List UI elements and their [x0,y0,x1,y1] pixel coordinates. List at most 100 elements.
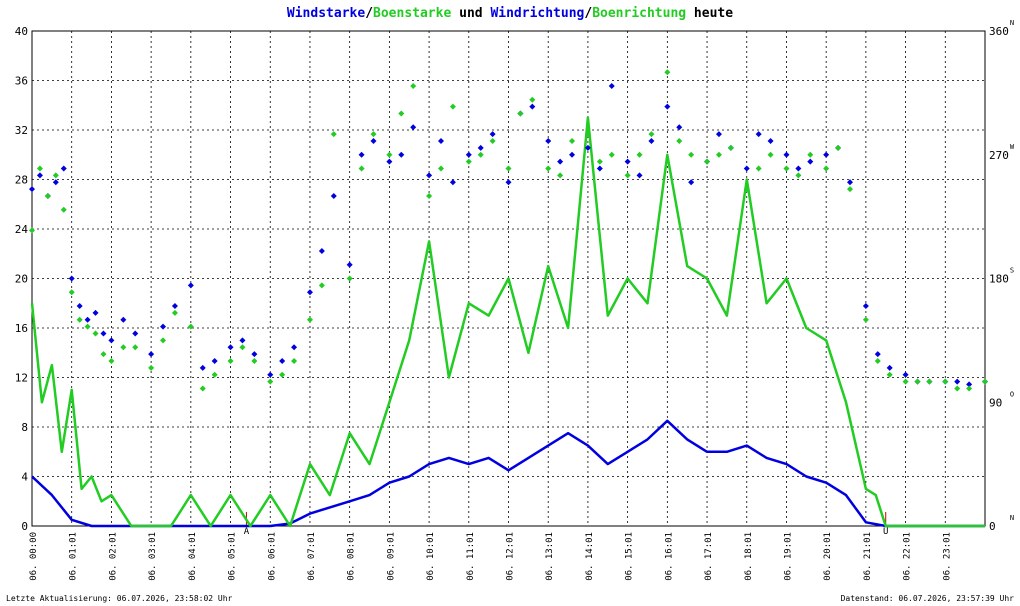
direction-point [251,358,258,364]
y-right-tick-label: 90 [989,396,1002,409]
direction-point [148,351,155,358]
direction-point [755,165,762,172]
x-tick-label: 06. 01:01 [69,532,79,581]
direction-point [926,378,933,385]
direction-point [410,83,417,89]
y-left-tick-label: 12 [15,372,28,385]
direction-point [171,309,178,316]
title-part: und [451,6,491,21]
direction-point [767,138,774,144]
direction-point [187,282,194,289]
x-tick-label: 06. 00:00 [29,532,39,581]
direction-point [489,138,496,144]
direction-point [426,193,433,199]
direction-point [886,371,893,378]
direction-point [636,151,643,158]
title-part: Windrichtung [490,6,585,21]
direction-point [68,289,75,296]
direction-point [227,344,234,351]
x-tick-label: 06. 20:01 [823,532,833,581]
direction-scatter-boenrichtung [29,69,988,392]
direction-point [846,186,853,193]
direction-point [676,124,683,131]
direction-point [517,110,524,117]
direction-letter-label: N [1010,19,1014,27]
x-tick-label: 06. 10:01 [426,532,436,581]
x-tick-label: 06. 16:01 [664,532,674,581]
direction-point [108,358,115,364]
direction-point [557,158,564,165]
direction-letter-label: N [1010,514,1014,522]
direction-point [410,124,417,131]
direction-point [267,371,274,378]
direction-point [874,358,881,364]
direction-point [584,131,591,138]
y-left-tick-label: 20 [15,273,28,286]
direction-point [862,316,869,323]
direction-point [688,179,695,186]
direction-point [346,275,353,282]
direction-point [398,151,405,158]
direction-point [386,151,393,158]
direction-point [942,378,949,385]
direction-point [465,151,472,158]
direction-point [954,385,961,392]
direction-point [795,172,802,179]
direction-point [477,151,484,158]
direction-point [52,179,59,186]
direction-point [227,358,234,364]
direction-point [783,165,790,172]
y-left-tick-label: 0 [21,520,28,533]
direction-point [44,193,51,199]
y-left-tick-label: 32 [15,124,28,137]
direction-point [306,316,313,323]
y-right-tick-label: 270 [989,149,1009,162]
direction-point [60,206,67,213]
direction-point [330,131,337,138]
y-left-tick-label: 40 [15,25,28,38]
direction-point [160,323,167,330]
direction-point [966,385,973,392]
x-tick-label: 06. 07:01 [307,532,317,581]
x-tick-label: 06. 21:01 [863,532,873,581]
direction-point [60,165,67,172]
direction-point [437,138,444,144]
direction-point [398,110,405,117]
direction-point [132,330,139,337]
direction-point [954,378,961,385]
direction-point [767,151,774,158]
direction-point [318,282,325,289]
direction-point [84,323,91,330]
direction-point [477,144,484,151]
direction-point [171,303,178,309]
x-tick-label: 06. 18:01 [744,532,754,581]
direction-point [199,364,206,371]
direction-point [807,158,814,165]
chart-title: Windstarke/Boenstarke und Windrichtung/B… [0,6,1020,21]
direction-point [529,96,536,103]
direction-point [29,186,35,193]
direction-point [596,158,603,165]
direction-point [688,151,695,158]
direction-point [545,165,552,172]
direction-point [465,158,472,165]
x-tick-label: 06. 23:01 [942,532,952,581]
direction-point [92,309,99,316]
direction-point [664,103,671,110]
direction-point [239,344,246,351]
direction-point [358,151,365,158]
y-left-tick-label: 24 [15,223,29,236]
title-part: / [365,6,374,21]
direction-letter-label: S [1010,267,1014,275]
direction-point [29,227,35,234]
direction-point [370,138,377,144]
event-marker-label: U [883,527,888,537]
x-tick-label: 06. 22:01 [903,532,913,581]
direction-point [743,186,750,193]
direction-point [100,351,107,358]
direction-point [608,83,615,89]
direction-point [449,179,456,186]
direction-point [505,165,512,172]
direction-point [846,179,853,186]
y-left-tick-label: 28 [15,174,28,187]
